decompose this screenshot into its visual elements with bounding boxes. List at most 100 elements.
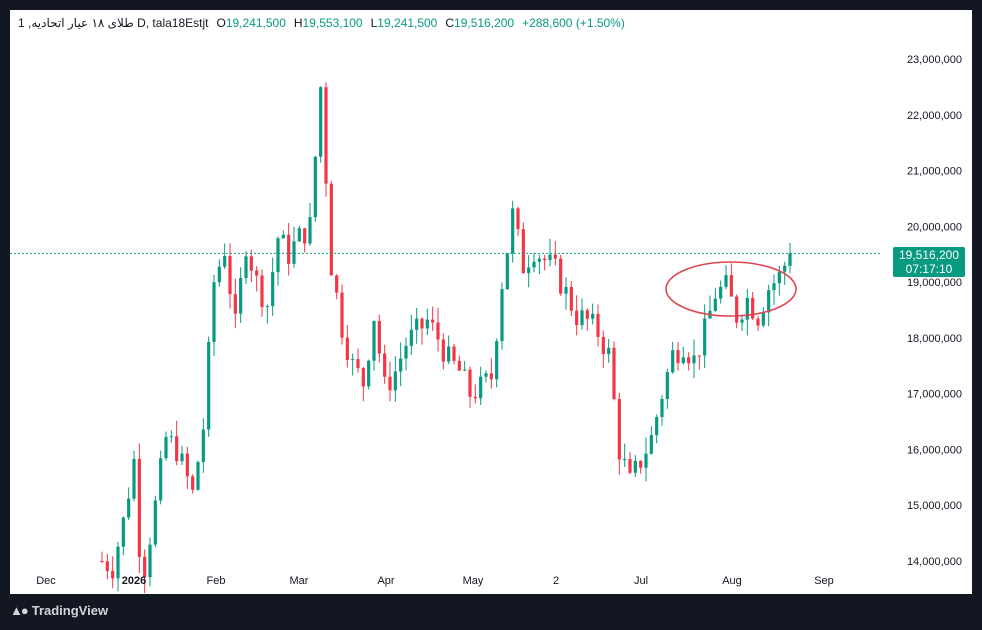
candle-body[interactable] [639,460,643,468]
candle-body[interactable] [116,546,120,579]
candle-body[interactable] [100,561,104,562]
candle-body[interactable] [719,286,723,299]
candle-body[interactable] [772,283,776,291]
candle-body[interactable] [681,357,685,363]
candle-body[interactable] [212,282,216,342]
candle-body[interactable] [255,270,259,276]
candle-body[interactable] [137,458,141,557]
candle-body[interactable] [308,217,312,244]
candle-body[interactable] [740,319,744,323]
candlestick-chart[interactable]: 23,000,000 22,000,000 21,000,000 20,000,000… [10,10,972,594]
candle-body[interactable] [633,460,637,473]
candle-body[interactable] [361,368,365,387]
candle-body[interactable] [751,297,755,319]
candle-body[interactable] [388,376,392,391]
candle-body[interactable] [495,341,499,380]
candle-body[interactable] [628,459,632,473]
candle-body[interactable] [649,435,653,454]
candle-body[interactable] [687,357,691,364]
symbol-title[interactable]: 1 ,طلای ۱۸ عیار اتحادیه D, tala18Estjt [18,16,209,30]
candle-body[interactable] [559,258,563,294]
candle-body[interactable] [260,275,264,308]
candle-body[interactable] [164,436,168,459]
candle-body[interactable] [223,255,227,267]
candle-body[interactable] [239,278,243,314]
candle-body[interactable] [340,292,344,338]
candle-body[interactable] [756,318,760,326]
candle-body[interactable] [303,228,307,244]
candle-body[interactable] [703,318,707,356]
candle-body[interactable] [596,313,600,337]
candle-body[interactable] [249,256,253,271]
candle-body[interactable] [271,272,275,307]
candle-body[interactable] [431,319,435,323]
candle-body[interactable] [207,341,211,430]
candle-body[interactable] [788,253,792,266]
candle-body[interactable] [393,371,397,391]
candle-body[interactable] [783,265,787,272]
candle-body[interactable] [441,339,445,362]
candle-body[interactable] [564,287,568,294]
candle-body[interactable] [548,254,552,261]
candle-body[interactable] [729,275,733,297]
candle-body[interactable] [169,436,173,438]
candle-body[interactable] [585,310,589,319]
candle-body[interactable] [457,360,461,371]
candle-body[interactable] [761,312,765,326]
chart-frame[interactable]: 23,000,000 22,000,000 21,000,000 20,000,000… [10,10,972,594]
candle-body[interactable] [265,306,269,308]
candle-body[interactable] [281,234,285,239]
candle-body[interactable] [671,350,675,373]
candle-body[interactable] [777,271,781,284]
candle-body[interactable] [623,459,627,461]
candle-body[interactable] [201,429,205,462]
candle-body[interactable] [527,267,531,274]
candle-body[interactable] [276,238,280,273]
candle-body[interactable] [148,544,152,578]
candle-body[interactable] [297,228,301,242]
candle-body[interactable] [377,321,381,354]
candle-body[interactable] [463,369,467,371]
candle-body[interactable] [287,234,291,264]
footer-branding[interactable]: ▲● TradingView [10,603,108,618]
candle-body[interactable] [511,208,515,254]
candle-body[interactable] [521,229,525,274]
candle-body[interactable] [665,372,669,399]
candle-body[interactable] [425,319,429,329]
candle-body[interactable] [409,329,413,346]
candle-body[interactable] [196,461,200,490]
candle-body[interactable] [356,359,360,369]
candle-body[interactable] [660,398,664,418]
candle-body[interactable] [153,500,157,545]
candle-body[interactable] [335,275,339,293]
candle-body[interactable] [713,298,717,311]
candle-body[interactable] [244,256,248,279]
candle-body[interactable] [569,287,573,311]
candle-body[interactable] [644,453,648,468]
candle-body[interactable] [319,87,323,157]
candle-body[interactable] [105,561,109,571]
candle-body[interactable] [175,436,179,462]
candle-body[interactable] [121,517,125,547]
candle-body[interactable] [324,87,328,184]
candle-body[interactable] [228,255,232,295]
candle-body[interactable] [532,261,536,268]
candle-body[interactable] [489,373,493,380]
candle-body[interactable] [420,318,424,329]
candle-body[interactable] [351,359,355,361]
candle-body[interactable] [329,183,333,276]
candle-body[interactable] [553,254,557,259]
candle-body[interactable] [484,373,488,377]
candle-body[interactable] [676,350,680,363]
candle-body[interactable] [217,266,221,283]
candle-body[interactable] [127,498,131,518]
candle-body[interactable] [724,275,728,287]
candle-body[interactable] [447,346,451,362]
candle-body[interactable] [601,336,605,354]
candle-body[interactable] [159,458,163,501]
candle-body[interactable] [543,258,547,261]
candle-body[interactable] [537,258,541,262]
candle-body[interactable] [132,458,136,499]
candle-body[interactable] [617,398,621,460]
candle-body[interactable] [735,296,739,323]
